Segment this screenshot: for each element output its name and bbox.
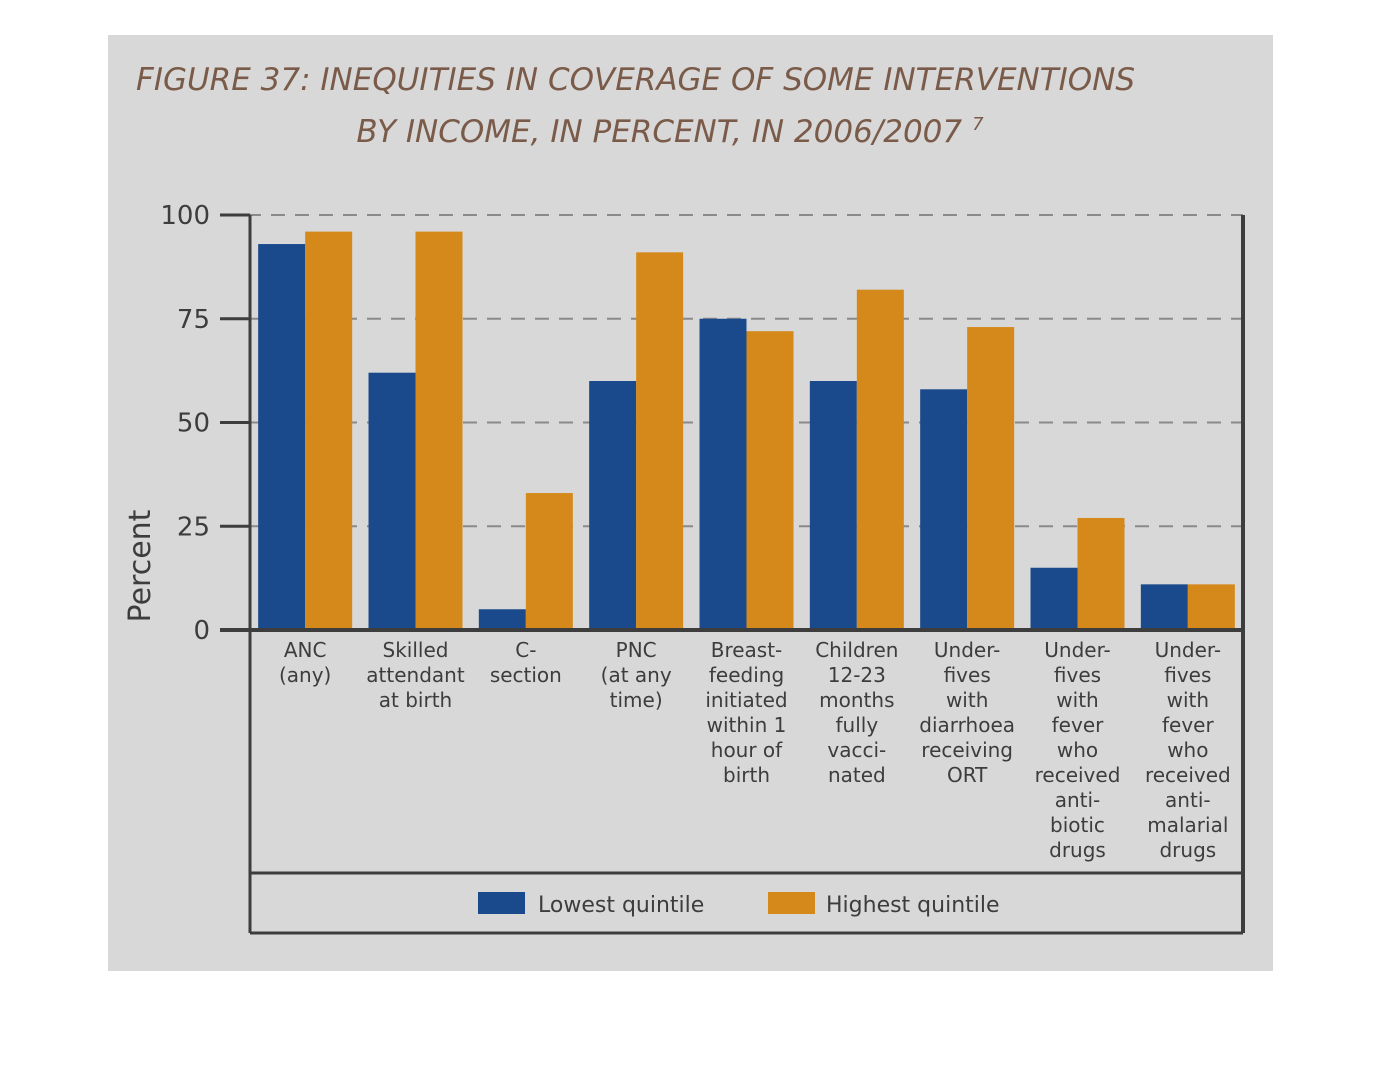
category-label-line: Children <box>815 638 898 662</box>
category-label-line: who <box>1057 738 1098 762</box>
category-label-line: ANC <box>284 638 327 662</box>
category-label-line: Under- <box>1155 638 1221 662</box>
category-label: Under-fives with fever who received anti-biot… <box>1035 638 1121 862</box>
bar-highest-2 <box>525 493 573 630</box>
category-label-line: (any) <box>279 663 331 687</box>
bar-highest-0 <box>305 231 353 630</box>
category-label: Children 12-23 months fully vacci-nated <box>815 638 898 787</box>
bar-lowest-8 <box>1140 584 1188 630</box>
bar-lowest-3 <box>589 381 637 630</box>
legend-swatch-0 <box>478 892 525 914</box>
y-tick-label: 25 <box>177 512 210 542</box>
category-label-line: ORT <box>947 763 988 787</box>
category-label-line: section <box>490 663 562 687</box>
category-label-line: receiving <box>921 738 1013 762</box>
category-label-line: Breast- <box>711 638 783 662</box>
category-label-line: within 1 <box>707 713 787 737</box>
category-label-line: anti- <box>1165 788 1211 812</box>
category-label-line: 12-23 <box>828 663 886 687</box>
chart-title-line-2: BY INCOME, IN PERCENT, IN 2006/2007 7 <box>356 114 984 150</box>
category-label-line: C- <box>515 638 536 662</box>
category-label-line: time) <box>610 688 663 712</box>
category-label: Breast-feeding initiated within 1 hour of bi… <box>705 638 787 787</box>
bar-highest-5 <box>856 289 904 630</box>
chart-title-superscript: 7 <box>972 114 984 135</box>
category-label-line: at birth <box>379 688 452 712</box>
category-label-line: nated <box>828 763 886 787</box>
category-label-line: fives <box>1164 663 1211 687</box>
category-label: Under-fives with fever who received anti-mala… <box>1145 638 1231 862</box>
category-label: Under-fives with diarrhoea receiving ORT <box>919 638 1015 787</box>
category-label-line: received <box>1035 763 1121 787</box>
bar-highest-6 <box>967 327 1015 630</box>
chart-figure: FIGURE 37: INEQUITIES IN COVERAGE OF SOM… <box>108 35 1273 971</box>
y-tick-label: 100 <box>160 201 210 231</box>
category-label-line: fives <box>1054 663 1101 687</box>
bar-highest-3 <box>636 252 684 630</box>
category-label-line: PNC <box>616 638 657 662</box>
category-label: PNC (at any time) <box>601 638 672 712</box>
category-label-line: received <box>1145 763 1231 787</box>
legend-label-1: Highest quintile <box>826 893 1000 918</box>
bar-chart: FIGURE 37: INEQUITIES IN COVERAGE OF SOM… <box>123 62 1245 935</box>
category-label-line: vacci- <box>827 738 886 762</box>
chart-title-line-1: FIGURE 37: INEQUITIES IN COVERAGE OF SOM… <box>136 62 1135 98</box>
category-label-line: (at any <box>601 663 672 687</box>
category-label-line: drugs <box>1049 838 1106 862</box>
category-label: C-section <box>490 638 562 687</box>
category-label-line: Under- <box>1044 638 1110 662</box>
category-label-line: fives <box>944 663 991 687</box>
category-label-line: diarrhoea <box>919 713 1015 737</box>
bar-highest-7 <box>1077 517 1125 630</box>
y-tick-label: 50 <box>177 409 210 439</box>
category-label-line: feeding <box>709 663 784 687</box>
category-label-line: malarial <box>1147 813 1228 837</box>
bar-lowest-4 <box>699 318 747 630</box>
category-label-line: hour of <box>711 738 783 762</box>
category-label-line: fully <box>835 713 878 737</box>
bar-lowest-1 <box>368 372 416 630</box>
category-label-line: months <box>819 688 894 712</box>
bar-highest-8 <box>1187 584 1235 630</box>
category-label-line: with <box>1167 688 1209 712</box>
category-label-line: with <box>1056 688 1098 712</box>
category-label-line: who <box>1167 738 1208 762</box>
category-label-line: fever <box>1052 713 1104 737</box>
category-label-line: drugs <box>1159 838 1216 862</box>
category-label-line: biotic <box>1050 813 1105 837</box>
category-label-line: with <box>946 688 988 712</box>
y-tick-label: 0 <box>193 616 210 646</box>
chart-title-line-2-text: BY INCOME, IN PERCENT, IN 2006/2007 <box>356 114 962 150</box>
y-axis-label: Percent <box>123 509 158 622</box>
bar-lowest-7 <box>1030 567 1078 630</box>
category-label: ANC (any) <box>279 638 331 687</box>
bar-lowest-5 <box>809 381 857 630</box>
category-label-line: birth <box>723 763 770 787</box>
category-label-line: anti- <box>1055 788 1101 812</box>
bar-lowest-6 <box>920 389 968 630</box>
category-label-line: Skilled <box>383 638 449 662</box>
category-label-line: attendant <box>366 663 465 687</box>
bar-lowest-0 <box>258 244 306 631</box>
bar-lowest-2 <box>478 609 526 630</box>
category-label-line: initiated <box>705 688 787 712</box>
legend-label-0: Lowest quintile <box>538 893 704 918</box>
bar-highest-1 <box>415 231 463 630</box>
category-label-line: Under- <box>934 638 1000 662</box>
legend-swatch-1 <box>768 892 815 914</box>
category-label-line: fever <box>1162 713 1214 737</box>
category-label: Skilled attendant at birth <box>366 638 465 712</box>
bar-highest-4 <box>746 331 794 630</box>
y-tick-label: 75 <box>177 305 210 335</box>
